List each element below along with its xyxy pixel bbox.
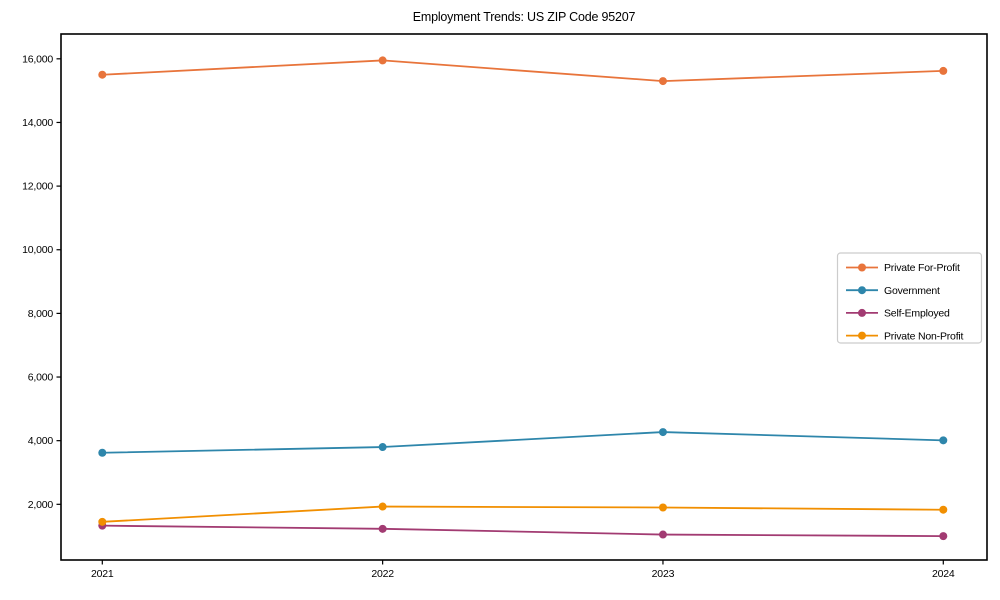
plot-border [60,33,988,561]
legend-label: Private For-Profit [884,262,960,274]
x-tick-label: 2023 [652,568,675,580]
y-tick-label: 2,000 [28,499,54,511]
data-point [378,56,387,65]
series-line-self-employed [102,524,944,538]
data-point [939,66,948,75]
data-point [939,532,948,541]
data-point [658,428,667,437]
series-line-government [102,431,944,454]
data-point [378,502,387,511]
x-tick-label: 2024 [932,568,955,580]
y-tick-label: 12,000 [22,181,53,193]
x-tick-label: 2021 [91,568,114,580]
y-tick-label: 10,000 [22,244,53,256]
x-tick-label: 2022 [371,568,394,580]
data-point [98,517,107,526]
y-tick-label: 16,000 [22,53,53,65]
legend-label: Self-Employed [884,308,950,320]
legend-label: Government [884,285,940,297]
legend-marker-dot [858,331,866,340]
y-tick-label: 8,000 [28,308,54,320]
data-point [98,70,107,79]
data-point [939,505,948,514]
data-point [939,436,948,445]
legend-marker-dot [858,286,866,295]
data-point [658,503,667,512]
data-point [658,77,667,86]
y-tick-label: 14,000 [22,117,53,129]
data-point [658,530,667,539]
chart-title: Employment Trends: US ZIP Code 95207 [412,10,636,24]
series-line-private-non-profit [102,505,944,523]
legend-marker-dot [858,308,866,317]
data-point [378,524,387,533]
data-point [378,443,387,452]
legend-box [836,252,983,344]
legend-marker-dot [858,263,866,272]
y-tick-label: 4,000 [28,435,54,447]
y-tick-label: 6,000 [28,372,54,384]
legend-label: Private Non-Profit [884,330,964,342]
series-line-private-for-profit [102,59,944,82]
data-point [98,448,107,457]
